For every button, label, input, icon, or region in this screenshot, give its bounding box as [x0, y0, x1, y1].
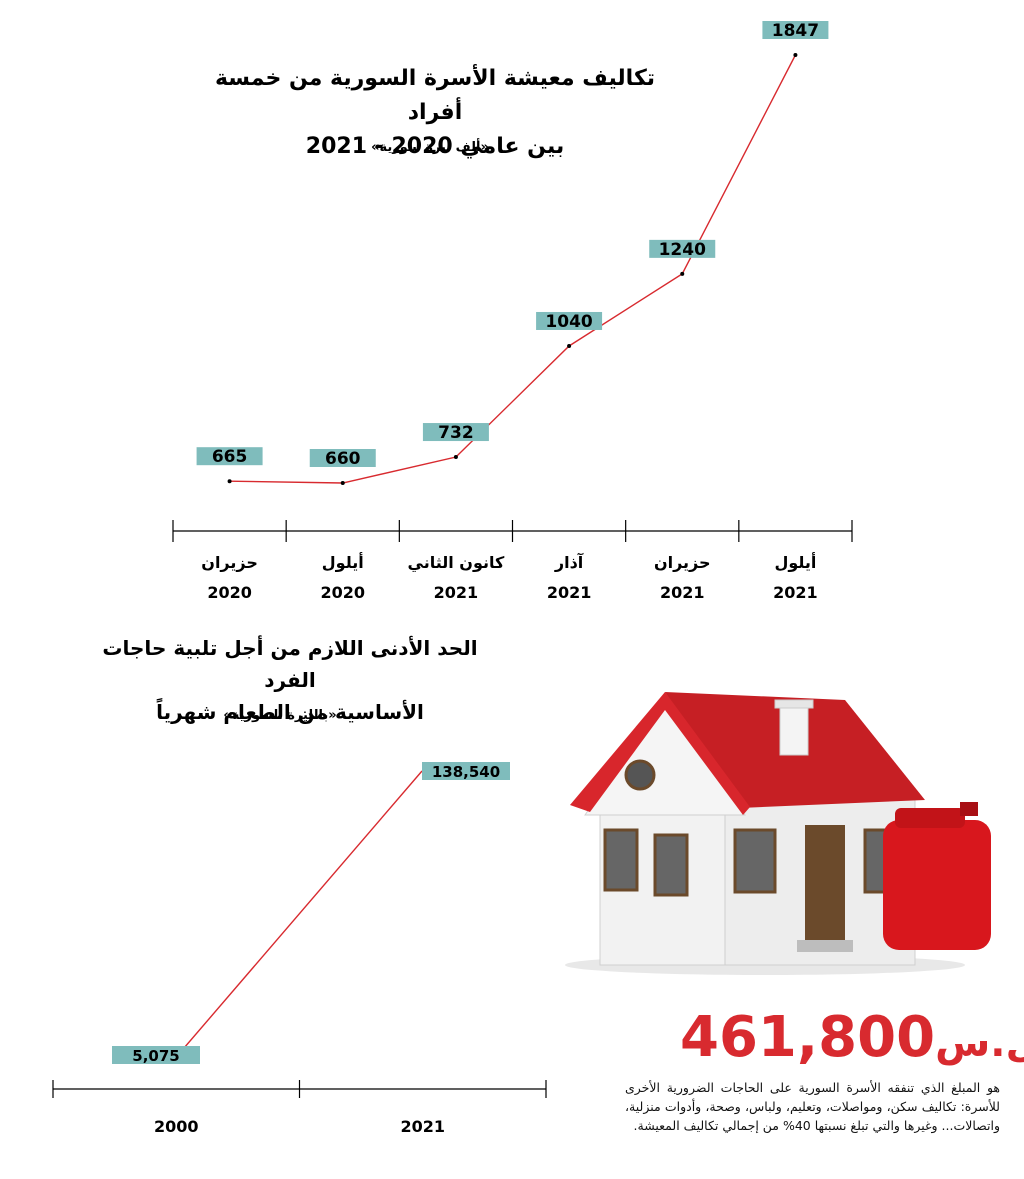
chart1-title-line2: بين عامي 2020 - 2021: [305, 134, 565, 159]
data-label: 660: [325, 449, 361, 469]
data-label: 1847: [772, 21, 819, 41]
x-tick-label-year: 2021: [434, 583, 479, 602]
spending-amount: ل.س461,800: [680, 1005, 1024, 1070]
chart2-unit: «بالليرة السورية»: [223, 708, 337, 723]
amount-value: 461,800: [680, 1005, 936, 1070]
x-tick-label-year: 2020: [320, 583, 365, 602]
series-line: [229, 54, 797, 484]
data-label-bg: [422, 423, 489, 442]
spending-description: هو المبلغ الذي تنفقه الأسرة السورية على …: [625, 1080, 1000, 1133]
x-tick-label-year: 2021: [547, 583, 592, 602]
data-point: [567, 343, 572, 348]
data-label: 665: [212, 447, 248, 467]
x-tick-label-month: أيلول: [774, 552, 816, 572]
data-label-bg: [762, 21, 829, 39]
data-label-bg: [309, 449, 376, 467]
food-minimum-chart: 5,075 2000 138,540 2021: [52, 762, 547, 1136]
chart2-title-line2: الأساسية من الطعام شهرياً: [156, 700, 424, 724]
x-tick-label-month: حزيران: [201, 553, 258, 572]
data-point: [227, 479, 232, 484]
data-label: 1040: [545, 312, 592, 332]
data-label: 5,075: [132, 1047, 179, 1065]
x-tick-label-month: كانون الثاني: [408, 553, 506, 573]
data-label-bg: [196, 447, 263, 466]
x-tick-label-year: 2021: [773, 583, 818, 602]
data-point: [680, 271, 685, 276]
data-label-bg: [649, 239, 716, 258]
data-label-bg: [112, 1046, 200, 1064]
chart1-title-line1: تكاليف معيشة الأسرة السورية من خمسة أفرا…: [214, 66, 656, 125]
x-tick-label-month: حزيران: [654, 553, 711, 572]
data-label: 138,540: [432, 763, 500, 781]
x-tick-label-month: أيلول: [322, 552, 364, 572]
data-label: 1240: [659, 240, 706, 260]
series-line: [177, 770, 423, 1056]
currency-label: ل.س: [935, 1020, 1024, 1066]
data-label: 732: [438, 423, 474, 443]
chart1-title: تكاليف معيشة الأسرة السورية من خمسة أفرا…: [200, 62, 670, 164]
living-cost-chart: 665 حزيران 2020 660 أيلول 2020 732 كانون الثاني…: [172, 21, 853, 602]
chart2-title-line1: الحد الأدنى اللازم من أجل تلبية حاجات ال…: [102, 636, 478, 692]
chart1-unit: «ألف ليرة سورية»: [371, 140, 489, 155]
chart2-title: الحد الأدنى اللازم من أجل تلبية حاجات ال…: [90, 632, 490, 728]
x-tick-label-year: 2021: [660, 583, 705, 602]
x-tick-label-month: آذار: [554, 552, 584, 572]
data-point: [340, 481, 345, 485]
data-label-bg: [422, 762, 510, 780]
data-point: [453, 455, 458, 460]
house-with-jerrycan-icon: [565, 692, 991, 975]
x-tick-label: 2021: [400, 1117, 445, 1136]
data-point: [793, 53, 798, 57]
x-tick-label: 2000: [154, 1117, 199, 1136]
x-tick-label-year: 2020: [207, 583, 252, 602]
data-label-bg: [536, 311, 603, 330]
